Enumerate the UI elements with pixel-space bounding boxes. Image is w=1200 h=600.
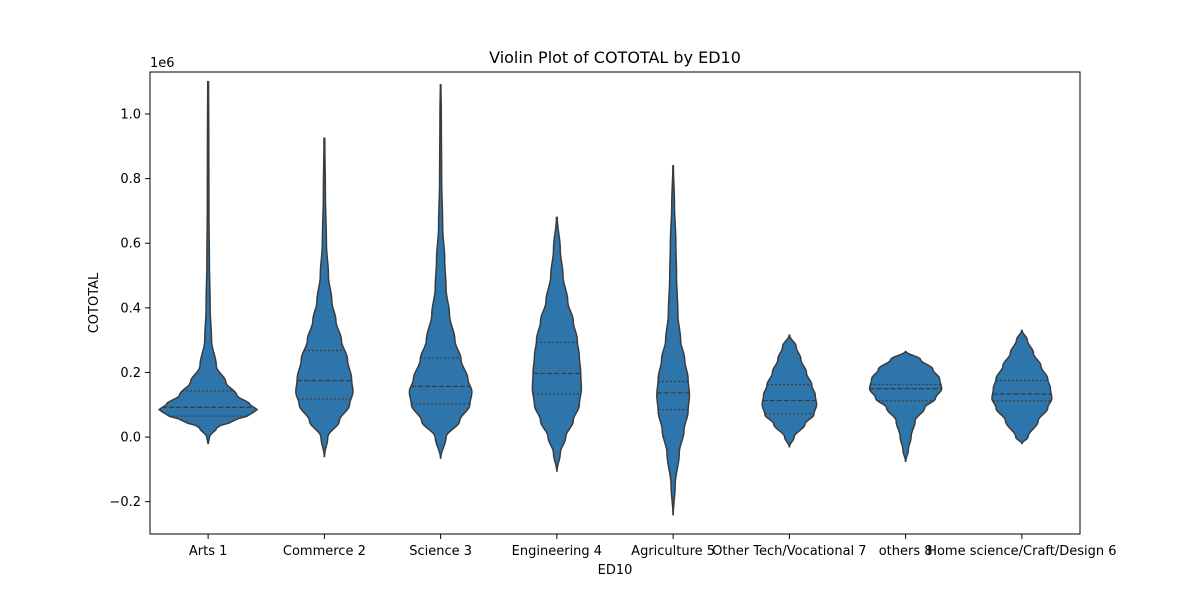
y-tick-label: 0.4	[120, 301, 141, 316]
x-tick-label: Commerce 2	[283, 544, 366, 559]
violins-layer	[157, 80, 1053, 516]
violin-6	[761, 334, 818, 448]
y-tick-label: −0.2	[109, 495, 141, 510]
violin-5	[656, 164, 691, 516]
x-tick-label: Other Tech/Vocational 7	[712, 544, 866, 559]
y-axis: −0.2 0.0 0.2 0.4 0.6 0.8 1.0	[109, 108, 150, 510]
x-tick-label: Arts 1	[189, 544, 228, 559]
violin-8	[991, 329, 1053, 445]
x-tick-label: Agriculture 5	[631, 544, 715, 559]
violin-3	[408, 84, 473, 459]
x-tick-label: others 8	[879, 544, 933, 559]
violin-1	[157, 80, 259, 445]
y-tick-label: 0.8	[120, 172, 141, 187]
x-axis: Arts 1 Commerce 2 Science 3 Engineering 4 Ag…	[189, 534, 1117, 559]
violin-2	[295, 137, 354, 458]
plot-frame	[149, 71, 1081, 535]
y-tick-label: 1.0	[120, 108, 141, 123]
violin-4	[531, 216, 583, 472]
x-tick-label: Home science/Craft/Design 6	[927, 544, 1116, 559]
x-tick-label: Science 3	[409, 544, 472, 559]
chart-title: Violin Plot of COTOTAL by ED10	[489, 48, 741, 67]
x-axis-label: ED10	[598, 563, 633, 578]
violin-7	[868, 350, 943, 463]
y-axis-scale-label: 1e6	[150, 56, 175, 71]
y-tick-label: 0.2	[120, 366, 141, 381]
y-axis-label: COTOTAL	[87, 272, 102, 333]
y-tick-label: 0.0	[120, 431, 141, 446]
y-tick-label: 0.6	[120, 237, 141, 252]
x-tick-label: Engineering 4	[512, 544, 602, 559]
